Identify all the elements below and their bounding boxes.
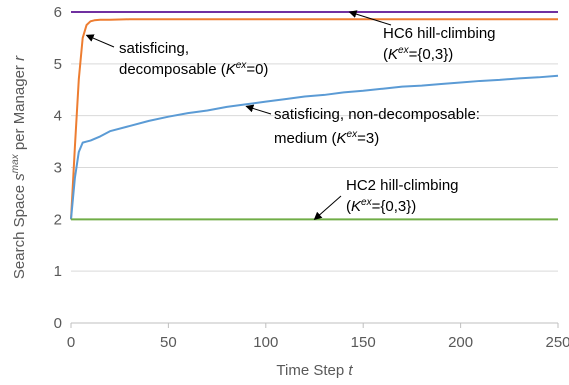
y-tick-label: 1 [54,263,62,280]
annotation-arrow-sat_nondec [245,104,272,115]
x-axis-label: Time Step t [276,362,353,379]
annotation-sat_dec-line1: satisficing, [119,40,189,57]
x-tick-label: 250 [545,334,569,351]
annotation-hc2-line2: (Kex={0,3}) [346,197,416,215]
y-axis-label: Search Space smax per Manager r [10,55,28,279]
annotation-hc6-line2: (Kex={0,3}) [383,45,453,63]
x-tick-label: 100 [253,334,278,351]
y-tick-label: 4 [54,108,62,125]
y-tick-label: 6 [54,4,62,21]
annotation-sat_nondec-line2: medium (Kex=3) [274,129,379,147]
axes: 0 1 2 3 4 5 6 0 50 100 150 200 250 [54,4,569,351]
series-line-sat_dec [70,18,558,220]
annotation-sat_nondec-line1: satisficing, non-decomposable: [274,106,480,123]
y-tick-label: 2 [54,211,62,228]
annotation-arrow-hc6 [348,10,392,26]
annotations: HC6 hill-climbing (Kex={0,3}) satisficing,… [85,10,496,220]
x-tick-label: 0 [67,334,75,351]
x-tick-label: 50 [160,334,177,351]
y-tick-label: 3 [54,160,62,177]
y-tick-label: 5 [54,56,62,73]
y-tick-label: 0 [54,315,62,332]
annotation-arrow-sat_dec [85,34,115,48]
x-tick-label: 200 [448,334,473,351]
annotation-hc6-line1: HC6 hill-climbing [383,25,496,42]
x-tick-label: 150 [351,334,376,351]
annotation-sat_dec-line2: decomposable (Kex=0) [119,60,268,78]
annotation-arrow-hc2 [313,195,342,220]
annotation-hc2-line1: HC2 hill-climbing [346,177,459,194]
series-line-sat_nondec [70,74,559,220]
